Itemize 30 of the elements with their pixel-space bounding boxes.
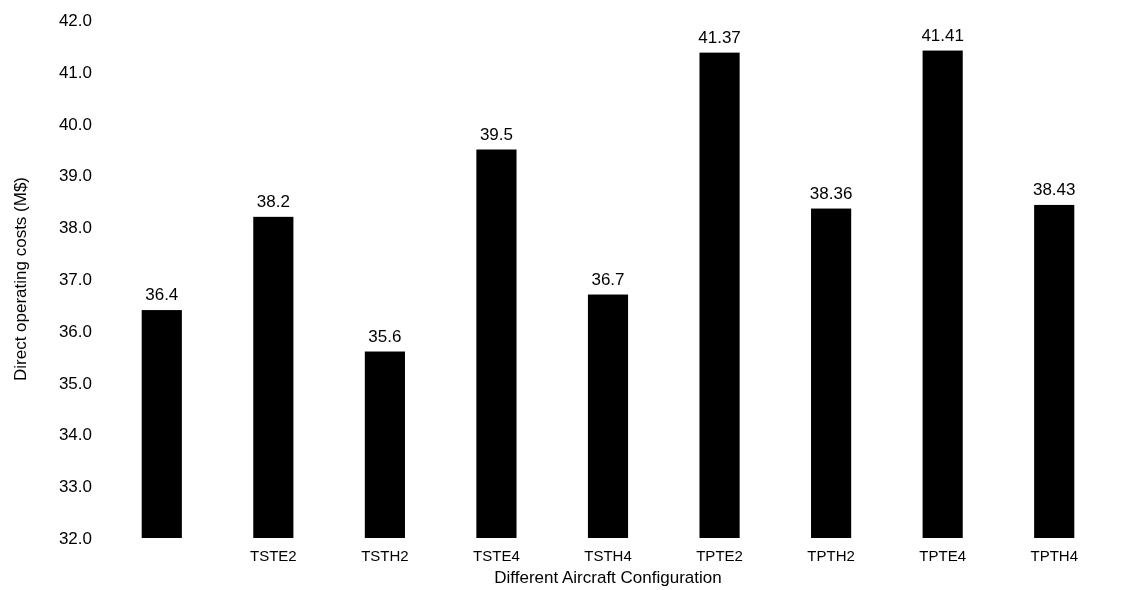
y-tick-label: 37.0 [58,269,92,289]
y-tick-label: 38.0 [58,218,92,238]
y-axis-title: Direct operating costs (M$) [11,176,30,382]
data-label: 38.43 [1032,179,1076,199]
y-tick-label: 32.0 [58,528,92,548]
y-tick-label: 34.0 [58,425,92,445]
y-tick-label: 42.0 [58,10,92,30]
data-label: 39.5 [479,124,513,144]
x-tick-label: TSTH4 [584,546,632,564]
x-tick-label: TPTH2 [807,546,855,564]
x-tick-label: TSTE2 [249,546,297,564]
x-tick-label: TSTE4 [473,546,520,564]
data-label: 36.4 [145,285,179,305]
x-tick-label: TSTH2 [361,546,409,564]
y-tick-label: 39.0 [58,166,92,186]
data-label: 41.41 [921,25,964,45]
x-axis-title: Different Aircraft Configuration [494,568,722,587]
data-label: 41.37 [698,27,741,47]
data-label: 36.7 [591,269,625,289]
y-tick-label: 41.0 [58,62,92,82]
y-tick-label: 33.0 [58,477,92,497]
x-tick-label: TPTE4 [919,546,967,564]
data-label: 35.6 [368,326,402,346]
x-tick-label: TPTH4 [1030,546,1078,564]
data-label: 38.2 [256,191,290,211]
y-tick-label: 35.0 [58,373,92,393]
x-tick-label: TPTE2 [696,546,743,564]
y-tick-label: 40.0 [58,114,92,134]
data-label: 38.36 [809,183,853,203]
y-tick-label: 36.0 [58,321,92,341]
